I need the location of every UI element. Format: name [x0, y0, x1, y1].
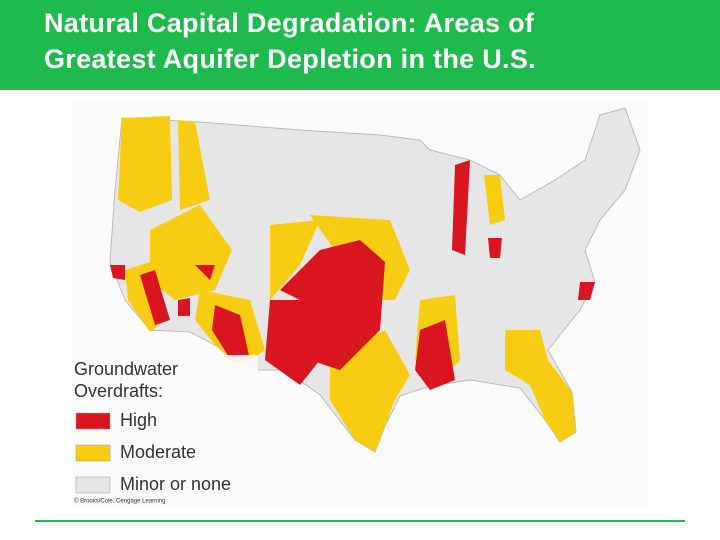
legend-items: High Moderate Minor or none	[75, 410, 231, 494]
moderate-area	[484, 175, 505, 225]
high-area	[212, 305, 250, 362]
high-area	[415, 320, 455, 390]
high-areas	[110, 160, 595, 390]
title-line: Natural Capital Degradation: Areas of	[44, 8, 535, 38]
credit: © Brooks/Cole, Cengage Learning	[74, 498, 165, 505]
moderate-area	[178, 120, 210, 210]
legend-label: Minor or none	[120, 474, 231, 494]
legend-swatch	[75, 476, 111, 494]
high-area	[265, 300, 320, 385]
legend-label: High	[120, 410, 157, 430]
legend-title: Groundwater	[74, 359, 178, 379]
moderate-area	[118, 116, 172, 212]
legend-swatch	[75, 412, 111, 430]
moderate-area	[270, 220, 320, 300]
legend-title: Overdrafts:	[74, 381, 163, 401]
high-area	[110, 265, 125, 280]
high-area	[178, 298, 190, 316]
moderate-area	[150, 205, 232, 300]
high-area	[488, 238, 502, 258]
high-area	[578, 282, 595, 300]
moderate-area	[505, 330, 576, 442]
legend-swatch	[75, 444, 111, 462]
legend-label: Moderate	[120, 442, 196, 462]
high-area	[452, 160, 470, 255]
high-area	[195, 265, 215, 280]
moderate-area	[330, 330, 410, 452]
title-bar: Natural Capital Degradation: Areas of Gr…	[0, 0, 720, 90]
high-area	[140, 270, 170, 325]
title-line: Greatest Aquifer Depletion in the U.S.	[44, 44, 536, 74]
